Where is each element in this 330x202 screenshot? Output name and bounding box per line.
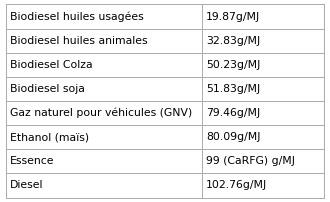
Text: 51.83g/MJ: 51.83g/MJ — [206, 84, 260, 94]
Text: Biodiesel huiles usagées: Biodiesel huiles usagées — [10, 11, 144, 22]
Text: Ethanol (maïs): Ethanol (maïs) — [10, 132, 89, 142]
Text: 79.46g/MJ: 79.46g/MJ — [206, 108, 260, 118]
Text: Biodiesel Colza: Biodiesel Colza — [10, 60, 93, 70]
Text: Gaz naturel pour véhicules (GNV): Gaz naturel pour véhicules (GNV) — [10, 108, 192, 118]
Text: 102.76g/MJ: 102.76g/MJ — [206, 180, 267, 190]
Text: Biodiesel soja: Biodiesel soja — [10, 84, 85, 94]
Text: 50.23g/MJ: 50.23g/MJ — [206, 60, 260, 70]
Text: 19.87g/MJ: 19.87g/MJ — [206, 12, 260, 22]
Text: 32.83g/MJ: 32.83g/MJ — [206, 36, 260, 46]
Text: Essence: Essence — [10, 156, 55, 166]
Text: Diesel: Diesel — [10, 180, 44, 190]
Text: Biodiesel huiles animales: Biodiesel huiles animales — [10, 36, 148, 46]
Text: 80.09g/MJ: 80.09g/MJ — [206, 132, 260, 142]
Text: 99 (CaRFG) g/MJ: 99 (CaRFG) g/MJ — [206, 156, 295, 166]
